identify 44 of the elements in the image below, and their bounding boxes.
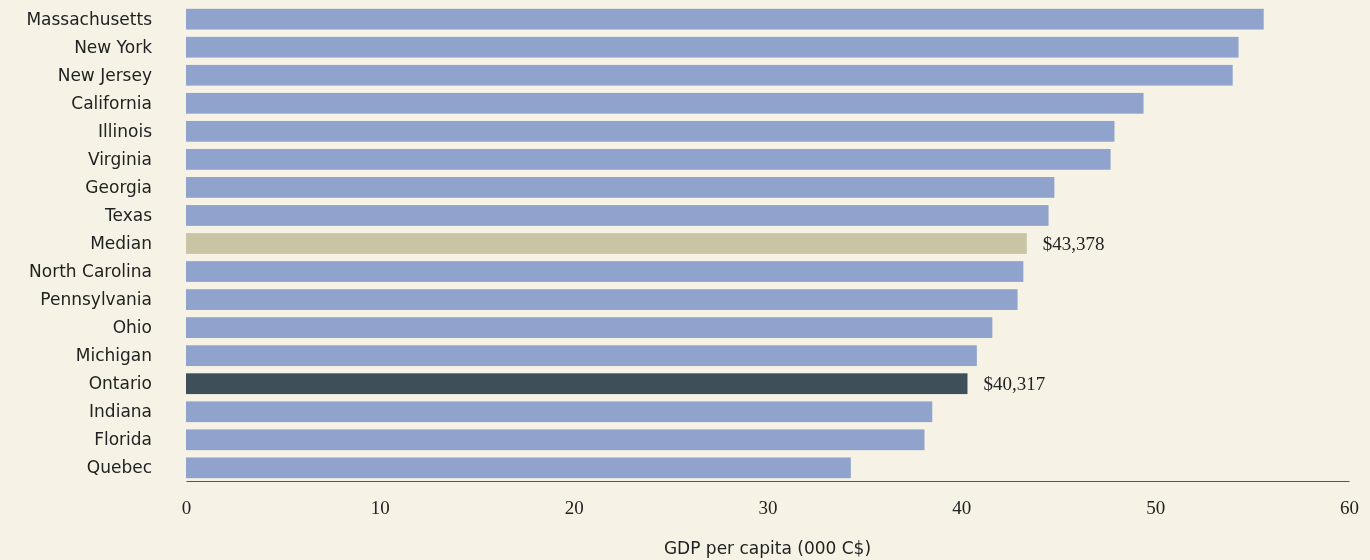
y-tick-label: New York [74, 36, 153, 57]
y-tick-label: New Jersey [57, 64, 152, 85]
y-tick-label: Michigan [75, 345, 152, 366]
bar [186, 345, 977, 367]
y-tick-label: Median [90, 232, 152, 253]
bar [186, 233, 1027, 254]
bar [186, 64, 1233, 86]
y-tick-label: Illinois [98, 120, 153, 141]
bar [186, 177, 1055, 198]
x-tick-label: 10 [370, 497, 390, 519]
bar [186, 205, 1049, 226]
y-tick-label: Georgia [85, 176, 152, 197]
x-tick-label: 40 [952, 497, 972, 519]
y-tick-label: Ontario [88, 373, 152, 394]
x-tick-label: 20 [564, 497, 584, 519]
y-tick-label: Quebec [86, 457, 152, 478]
annotation: $43,378 [1042, 233, 1105, 255]
x-tick-label: 50 [1146, 497, 1166, 519]
bar [186, 120, 1115, 142]
x-tick-label: 60 [1340, 497, 1359, 519]
bar [186, 289, 1018, 310]
bar [186, 401, 933, 423]
bar [186, 92, 1144, 114]
bar [186, 8, 1264, 30]
y-tick-label: Massachusetts [26, 8, 153, 29]
bar [186, 457, 851, 479]
bar [186, 429, 925, 451]
annotation: $40,317 [983, 373, 1046, 395]
y-tick-label: California [71, 92, 152, 113]
x-tick-label: 0 [181, 497, 192, 519]
y-tick-label: Texas [104, 204, 153, 225]
bar [186, 149, 1111, 170]
y-tick-label: Florida [94, 429, 152, 450]
y-tick-label: Indiana [89, 401, 152, 422]
x-axis-title: GDP per capita (000 C$) [663, 538, 872, 558]
y-tick-label: Pennsylvania [40, 289, 152, 310]
bar [186, 36, 1239, 58]
bar [186, 317, 993, 338]
y-tick-label: Ohio [112, 317, 152, 338]
y-tick-label: Virginia [87, 148, 152, 169]
x-tick-label: 30 [758, 497, 778, 519]
bar [186, 261, 1024, 282]
y-tick-label: North Carolina [29, 260, 152, 281]
bar [186, 373, 968, 395]
